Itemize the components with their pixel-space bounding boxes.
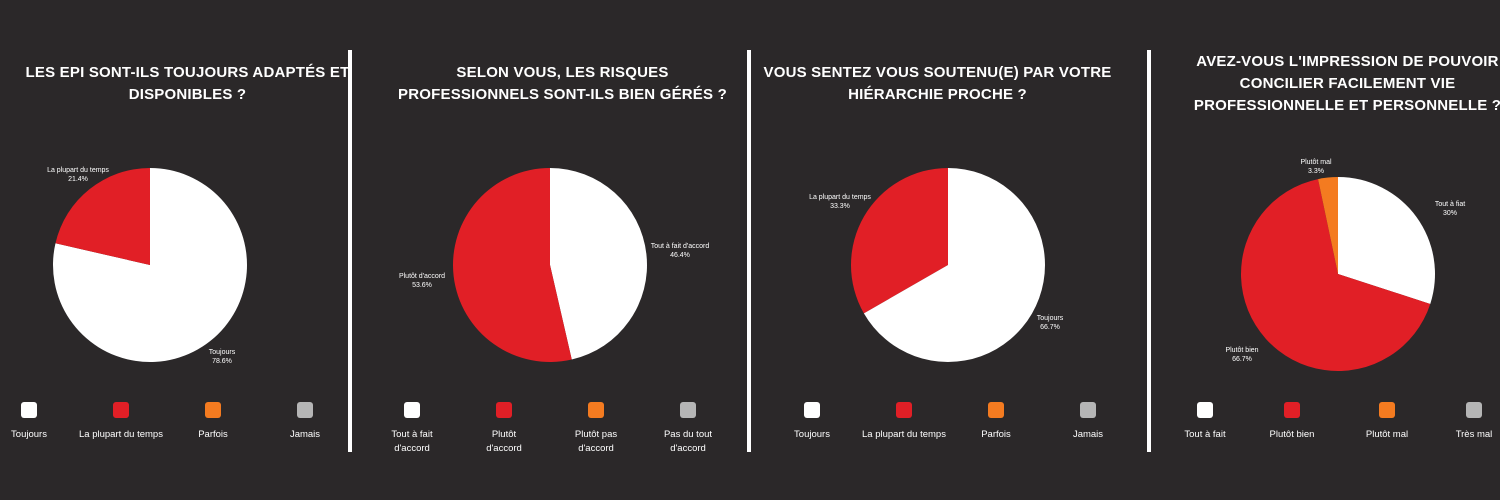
pie-chart <box>851 168 1045 363</box>
chart-title: AVEZ-VOUS L'IMPRESSION DE POUVOIR CONCIL… <box>1193 53 1500 114</box>
pie-slice-la-plupart-du-temps <box>851 168 948 314</box>
panel-divider <box>348 50 352 452</box>
legend-item: Parfois <box>158 402 268 442</box>
pie-chart <box>452 168 647 362</box>
legend-swatch <box>804 402 820 418</box>
legend-item: Toujours <box>757 402 867 442</box>
slice-label: La plupart du temps 21.4% <box>47 167 109 183</box>
slice-label: Tout à fiat 30% <box>1434 201 1466 217</box>
legend-item: Tout à fait <box>1150 402 1260 442</box>
slice-label: Tout à fait d'accord 46.4% <box>650 243 710 259</box>
legend-item: Plutôt pas d'accord <box>541 402 651 456</box>
slice-label: Plutôt bien 66.7% <box>1225 347 1259 363</box>
slice-label: Toujours 66.7% <box>1036 315 1064 331</box>
legend-item: Tout à fait d'accord <box>357 402 467 456</box>
slice-label: Toujours 78.6% <box>208 349 236 365</box>
legend-swatch <box>404 402 420 418</box>
panel-divider <box>1147 50 1151 452</box>
chart-panel-2: SELON VOUS, LES RISQUES PROFESSIONNELS S… <box>375 0 750 500</box>
legend-swatch <box>1080 402 1096 418</box>
chart-title: SELON VOUS, LES RISQUES PROFESSIONNELS S… <box>398 64 727 103</box>
legend-swatch <box>205 402 221 418</box>
slice-label: Plutôt d'accord 53.6% <box>398 273 446 289</box>
chart-panel-4: AVEZ-VOUS L'IMPRESSION DE POUVOIR CONCIL… <box>1150 0 1500 500</box>
legend-swatch <box>1379 402 1395 418</box>
pie-chart <box>53 168 247 363</box>
pie-slice-plut-t-d-accord <box>452 168 572 362</box>
pie-slice-tout-fiat <box>1338 177 1435 304</box>
legend-item: Plutôt mal <box>1332 402 1442 442</box>
legend-swatch <box>896 402 912 418</box>
legend-swatch <box>680 402 696 418</box>
legend-item: Jamais <box>250 402 360 442</box>
chart-panel-1: LES EPI SONT-ILS TOUJOURS ADAPTÉS ET DIS… <box>0 0 375 500</box>
pie-slice-plut-t-bien <box>1241 179 1431 371</box>
legend-swatch <box>297 402 313 418</box>
legend-item: Plutôt d'accord <box>449 402 559 456</box>
chart-title: LES EPI SONT-ILS TOUJOURS ADAPTÉS ET DIS… <box>25 64 350 103</box>
pie-slice-tout-fait-d-accord <box>550 168 647 360</box>
pie-slice-la-plupart-du-temps <box>55 168 150 265</box>
pie-slice-toujours <box>863 168 1045 363</box>
pie-chart <box>1241 177 1435 371</box>
legend-item: La plupart du temps <box>849 402 959 442</box>
legend-item: Très mal <box>1419 402 1500 442</box>
legend-swatch <box>1466 402 1482 418</box>
chart-title: VOUS SENTEZ VOUS SOUTENU(E) PAR VOTRE HI… <box>763 64 1112 103</box>
legend-item: La plupart du temps <box>66 402 176 442</box>
legend-item: Pas du tout d'accord <box>633 402 743 456</box>
legend-swatch <box>21 402 37 418</box>
legend-swatch <box>1197 402 1213 418</box>
chart-panel-3: VOUS SENTEZ VOUS SOUTENU(E) PAR VOTRE HI… <box>750 0 1125 500</box>
pie-slice-plut-t-mal <box>1318 177 1338 274</box>
legend-item: Plutôt bien <box>1237 402 1347 442</box>
legend-item: Parfois <box>941 402 1051 442</box>
legend-swatch <box>988 402 1004 418</box>
slice-label: La plupart du temps 33.3% <box>809 194 871 210</box>
slice-label: Plutôt mal 3.3% <box>1300 159 1332 175</box>
legend-swatch <box>496 402 512 418</box>
legend-swatch <box>588 402 604 418</box>
legend-swatch <box>1284 402 1300 418</box>
legend-item: Toujours <box>0 402 84 442</box>
legend-item: Jamais <box>1033 402 1143 442</box>
legend-swatch <box>113 402 129 418</box>
panel-divider <box>747 50 751 452</box>
